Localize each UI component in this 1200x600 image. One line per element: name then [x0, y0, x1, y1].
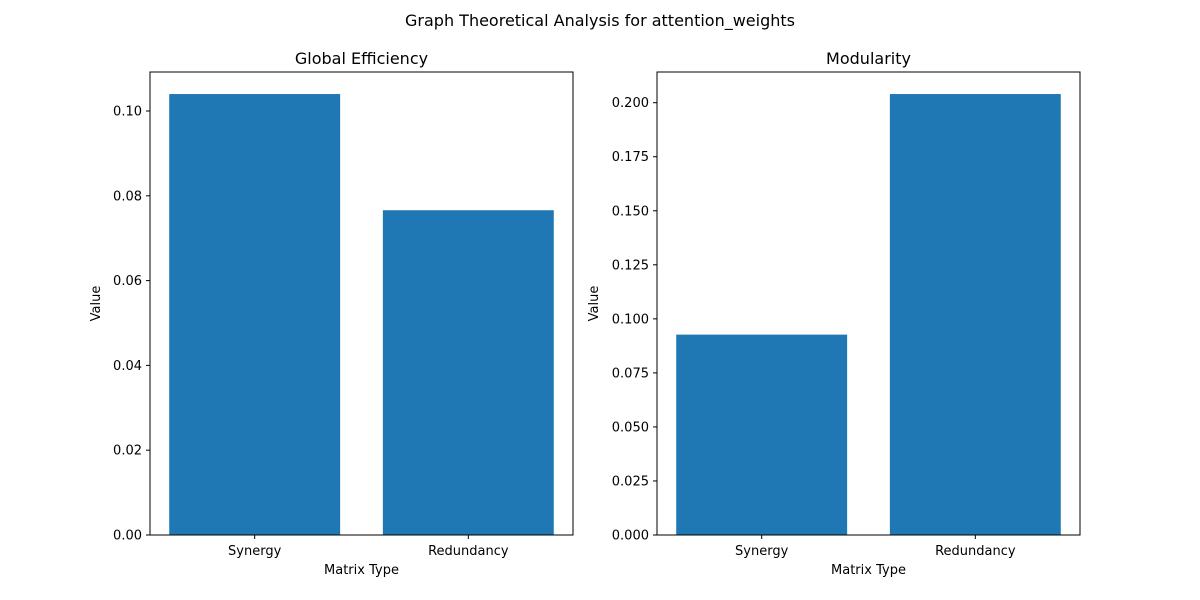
axes-frame	[656, 71, 1081, 536]
y-tick-label: 0.000	[612, 529, 649, 544]
x-axis-label: Matrix Type	[831, 563, 906, 578]
y-tick-label: 0.00	[113, 529, 142, 544]
global-efficiency-chart: Global Efficiency Matrix Type Value 0.00…	[89, 49, 574, 578]
y-axis-label: Value	[89, 286, 104, 322]
modularity-chart: Modularity Matrix Type Value 0.0000.0250…	[587, 49, 1081, 578]
y-axis-label: Value	[587, 286, 602, 322]
y-tick-label: 0.200	[612, 96, 649, 111]
y-tick-label: 0.02	[113, 444, 142, 459]
bar-redundancy	[889, 94, 1061, 536]
y-tick-label: 0.04	[113, 359, 142, 374]
y-tick-label: 0.050	[612, 420, 649, 435]
bar-synergy	[169, 94, 341, 536]
x-axis-label: Matrix Type	[324, 563, 399, 578]
axes-frame	[149, 71, 574, 536]
y-tick-label: 0.08	[113, 189, 142, 204]
y-tick-label: 0.06	[113, 274, 142, 289]
y-tick-label: 0.025	[612, 474, 649, 489]
bar-synergy	[676, 334, 848, 535]
y-tick-label: 0.175	[612, 150, 649, 165]
x-tick-label: Synergy	[735, 544, 789, 559]
plot-area: 0.00 0.02 0.04 0.06 0.08 0.10 Synergy Redundanc…	[113, 71, 574, 559]
chart-title: Modularity	[826, 49, 911, 68]
chart-title: Global Efficiency	[295, 49, 428, 68]
y-tick-label: 0.150	[612, 204, 649, 219]
y-tick-label: 0.10	[113, 105, 142, 120]
y-tick-label: 0.100	[612, 312, 649, 327]
x-tick-label: Redundancy	[428, 544, 509, 559]
x-tick-label: Redundancy	[935, 544, 1016, 559]
plot-area: 0.000 0.025 0.050 0.075 0.100 0.125 0.150 0.175…	[612, 71, 1081, 559]
bar-redundancy	[382, 210, 554, 535]
y-tick-label: 0.125	[612, 258, 649, 273]
x-tick-label: Synergy	[228, 544, 282, 559]
figure-title: Graph Theoretical Analysis for attention…	[405, 11, 795, 31]
y-tick-label: 0.075	[612, 366, 649, 381]
